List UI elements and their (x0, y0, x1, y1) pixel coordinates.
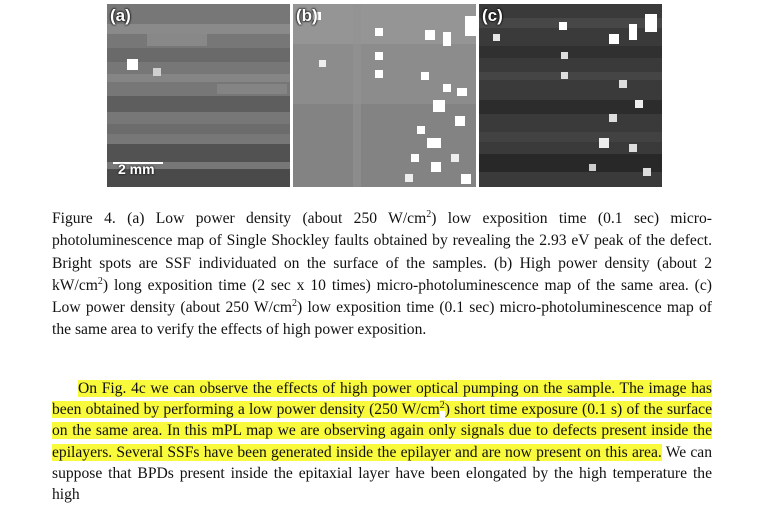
panel-a-label: (a) (110, 6, 131, 25)
panel-a: (a) 2 mm (107, 4, 290, 187)
highlighted-sup: 2 (439, 400, 445, 412)
caption-part-4: ) low exposition time (0.1 sec) micro-ph… (52, 299, 713, 339)
caption-part-2: ) low exposition time (0.1 sec) micro-ph… (52, 210, 712, 294)
panel-c-image (479, 4, 662, 187)
caption-part-1: Figure 4. (a) Low power density (about 2… (52, 210, 427, 227)
scale-bar-label: 2 mm (118, 161, 155, 177)
panel-b: (b) (293, 4, 476, 187)
caption-sup-2: 2 (97, 275, 103, 287)
panel-c: (c) (479, 4, 662, 187)
caption-sup-3: 2 (292, 298, 297, 309)
caption-sup-1: 2 (426, 208, 432, 220)
panel-c-label: (c) (482, 6, 503, 25)
figure-caption: Figure 4. (a) Low power density (about 2… (52, 208, 712, 342)
caption-part-3: ) long exposition time (2 sec x 10 times… (52, 276, 712, 317)
panel-a-image (107, 4, 290, 187)
scale-bar (113, 162, 163, 164)
figure-4: (a) 2 mm (107, 4, 667, 187)
panel-b-label: (b) (296, 6, 318, 25)
panel-b-image (293, 4, 476, 187)
body-paragraph: On Fig. 4c we can observe the effects of… (52, 378, 712, 505)
